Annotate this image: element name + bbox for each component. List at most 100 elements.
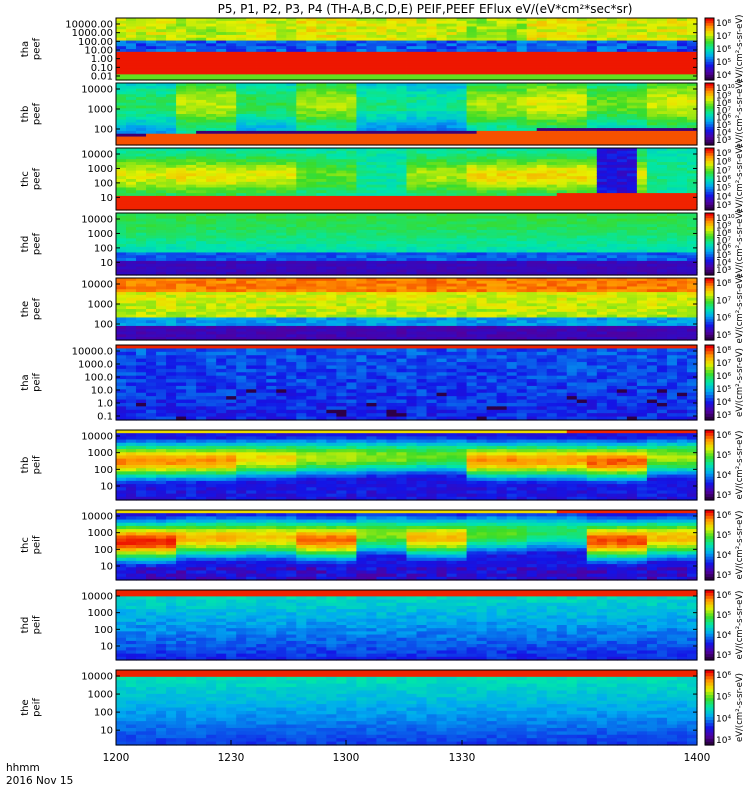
- heatmap-cell: [366, 91, 378, 95]
- heatmap-cell: [636, 190, 648, 194]
- heatmap-cell: [356, 71, 368, 75]
- heatmap-cell: [486, 20, 498, 25]
- heatmap-cell: [366, 150, 378, 155]
- heatmap-thd_peef: [116, 213, 698, 276]
- heatmap-cell: [536, 68, 548, 73]
- heatmap-cell: [246, 119, 257, 124]
- heatmap-cell: [536, 181, 548, 186]
- heatmap-cell: [366, 258, 378, 262]
- heatmap-cell: [396, 65, 408, 70]
- heatmap-cell: [566, 213, 578, 217]
- heatmap-cell: [486, 266, 498, 270]
- heatmap-cell: [156, 201, 167, 205]
- heatmap-cell: [616, 116, 628, 121]
- y-tick-label: 1000.00: [72, 28, 113, 39]
- heatmap-cell: [226, 125, 237, 129]
- y-tick-label: 0.10: [91, 63, 113, 74]
- heatmap-cell: [206, 116, 217, 121]
- heatmap-cell: [636, 20, 648, 25]
- heatmap-cell: [236, 74, 247, 78]
- heatmap-cell: [596, 102, 608, 107]
- heatmap-cell: [626, 136, 638, 140]
- heatmap-cell: [646, 71, 658, 75]
- heatmap-cell: [376, 77, 388, 81]
- heatmap-cell: [166, 139, 177, 143]
- heatmap-cell: [536, 85, 548, 90]
- heatmap-cell: [506, 133, 518, 138]
- heatmap-cell: [406, 235, 418, 239]
- heatmap-cell: [366, 97, 378, 101]
- heatmap-cell: [466, 272, 478, 276]
- heatmap-cell: [266, 114, 277, 118]
- heatmap-cell: [156, 60, 167, 64]
- heatmap-cell: [556, 74, 568, 78]
- heatmap-cell: [686, 170, 698, 174]
- heatmap-cell: [666, 181, 678, 186]
- heatmap-cell: [316, 136, 327, 140]
- heatmap-cell: [346, 224, 358, 228]
- heatmap-cell: [156, 105, 167, 109]
- heatmap-cell: [406, 224, 418, 228]
- heatmap-cell: [416, 102, 428, 107]
- heatmap-cell: [536, 150, 548, 155]
- heatmap-cell: [646, 164, 658, 169]
- heatmap-cell: [436, 91, 448, 95]
- heatmap-cell: [666, 34, 678, 39]
- heatmap-cell: [256, 195, 267, 200]
- heatmap-cell: [166, 252, 177, 256]
- heatmap-cell: [266, 162, 277, 166]
- heatmap-cell: [156, 85, 167, 90]
- heatmap-cell: [316, 20, 327, 25]
- heatmap-cell: [136, 238, 147, 242]
- heatmap-cell: [546, 128, 558, 132]
- heatmap-cell: [236, 34, 247, 39]
- heatmap-cell: [296, 213, 307, 217]
- heatmap-cell: [426, 77, 438, 81]
- heatmap-cell: [566, 150, 578, 155]
- heatmap-cell: [376, 91, 388, 95]
- heatmap-cell: [296, 227, 307, 231]
- heatmap-cell: [236, 99, 247, 104]
- heatmap-cell: [526, 105, 538, 109]
- heatmap-cell: [386, 54, 398, 59]
- heatmap-cell: [306, 23, 317, 28]
- heatmap-cell: [406, 167, 418, 172]
- heatmap-cell: [566, 29, 578, 33]
- heatmap-cell: [626, 32, 638, 36]
- heatmap-cell: [546, 46, 558, 50]
- heatmap-cell: [336, 116, 347, 121]
- heatmap-cell: [656, 97, 668, 101]
- heatmap-cell: [166, 249, 177, 254]
- heatmap-cell: [306, 99, 317, 104]
- heatmap-cell: [586, 156, 598, 160]
- heatmap-cell: [386, 142, 398, 146]
- heatmap-cell: [316, 74, 327, 78]
- heatmap-cell: [246, 184, 257, 189]
- heatmap-cell: [656, 105, 668, 109]
- heatmap-cell: [116, 83, 127, 87]
- heatmap-cell: [126, 40, 137, 44]
- heatmap-cell: [186, 193, 197, 197]
- heatmap-cell: [356, 18, 368, 22]
- heatmap-cell: [526, 258, 538, 262]
- heatmap-cell: [306, 195, 317, 200]
- heatmap-cell: [586, 63, 598, 67]
- heatmap-cell: [516, 181, 528, 186]
- heatmap-cell: [636, 40, 648, 44]
- colorbar-segment: [705, 171, 714, 175]
- heatmap-cell: [536, 122, 548, 126]
- heatmap-cell: [146, 269, 157, 273]
- heatmap-cell: [516, 195, 528, 200]
- heatmap-cell: [406, 91, 418, 95]
- heatmap-cell: [266, 252, 277, 256]
- heatmap-cell: [606, 164, 618, 169]
- heatmap-cell: [326, 88, 337, 93]
- heatmap-cell: [596, 114, 608, 118]
- heatmap-cell: [486, 18, 498, 22]
- heatmap-cell: [116, 74, 127, 78]
- heatmap-cell: [596, 23, 608, 28]
- heatmap-cell: [166, 266, 177, 270]
- heatmap-cell: [286, 263, 297, 268]
- heatmap-cell: [266, 190, 277, 194]
- heatmap-cell: [436, 156, 448, 160]
